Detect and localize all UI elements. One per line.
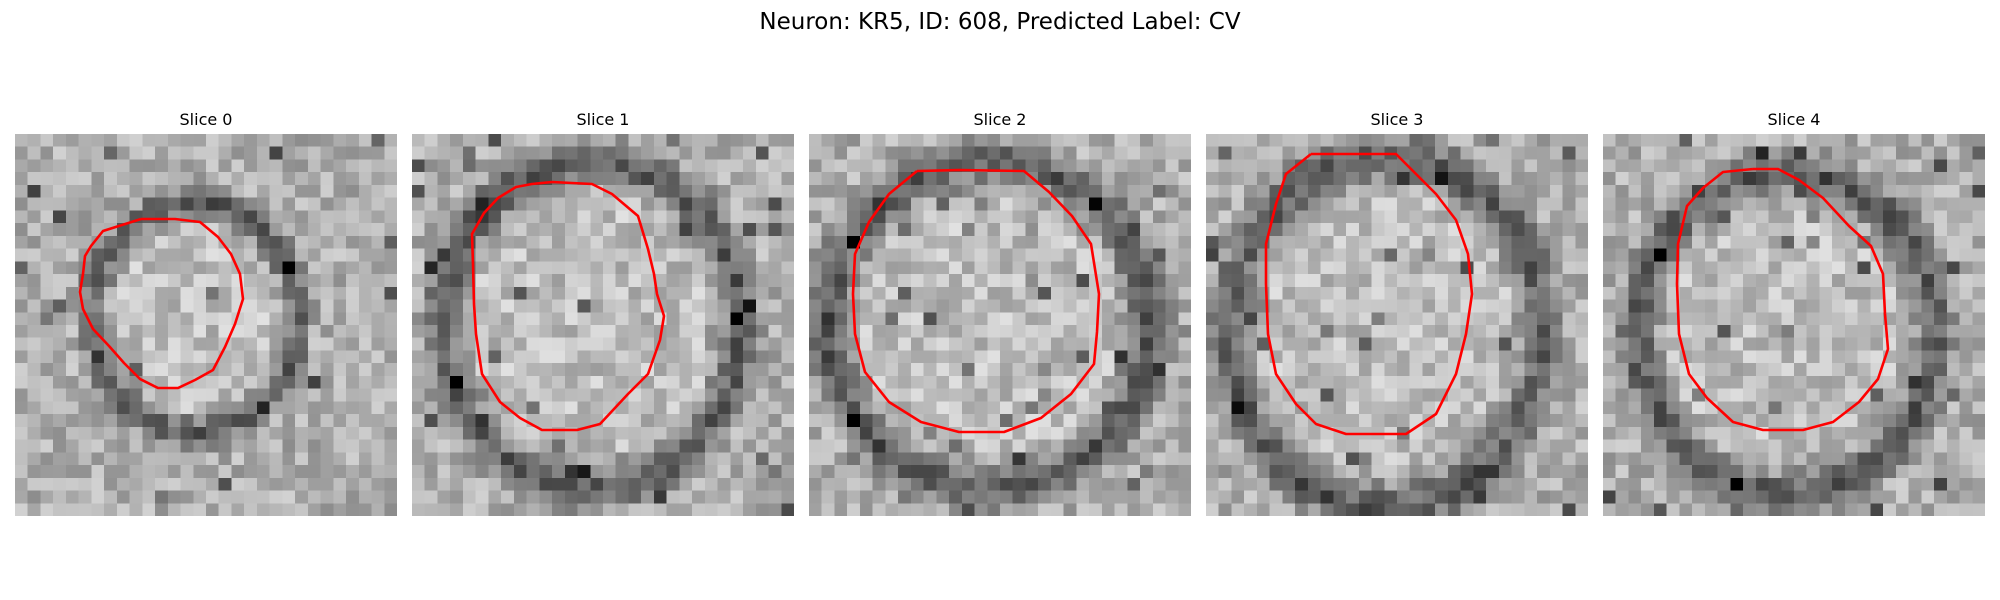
microscopy-image-0 xyxy=(15,134,397,516)
slice-image-2 xyxy=(809,134,1191,516)
slice-image-0 xyxy=(15,134,397,516)
slice-image-1 xyxy=(412,134,794,516)
slice-panel-4: Slice 4 xyxy=(1603,110,1985,516)
slice-panel-3: Slice 3 xyxy=(1206,110,1588,516)
slice-title-3: Slice 3 xyxy=(1370,110,1424,129)
figure-title: Neuron: KR5, ID: 608, Predicted Label: C… xyxy=(759,9,1241,35)
slice-title-1: Slice 1 xyxy=(576,110,630,129)
cell-contour-3 xyxy=(1264,152,1474,436)
slice-title-4: Slice 4 xyxy=(1767,110,1821,129)
slice-panel-2: Slice 2 xyxy=(809,110,1191,516)
slice-title-2: Slice 2 xyxy=(973,110,1027,129)
slice-title-0: Slice 0 xyxy=(179,110,233,129)
cell-contour-1 xyxy=(470,180,666,432)
slice-image-3 xyxy=(1206,134,1588,516)
cell-contour-4 xyxy=(1675,167,1890,432)
microscopy-image-2 xyxy=(809,134,1191,516)
cell-contour-2 xyxy=(851,168,1101,434)
microscopy-image-3 xyxy=(1206,134,1588,516)
microscopy-image-4 xyxy=(1603,134,1985,516)
slice-panel-1: Slice 1 xyxy=(412,110,794,516)
cell-contour-0 xyxy=(78,217,245,390)
slice-panel-0: Slice 0 xyxy=(15,110,397,516)
slice-image-4 xyxy=(1603,134,1985,516)
